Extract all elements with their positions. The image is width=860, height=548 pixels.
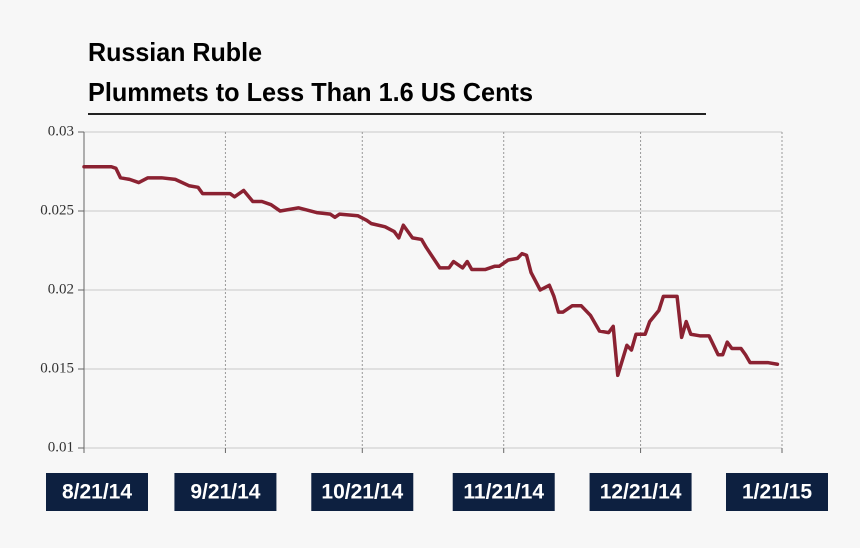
chart-title: Plummets to Less Than 1.6 US Cents (88, 77, 533, 107)
x-tick-label: 9/21/14 (190, 481, 260, 504)
data-line (82, 165, 780, 378)
x-tick-box (726, 473, 828, 511)
x-tick-box (452, 473, 555, 511)
x-tick-label: 10/21/14 (321, 481, 403, 504)
x-tick-label: 1/21/15 (742, 481, 812, 504)
y-tick-label: 0.025 (40, 202, 74, 218)
x-tick-label: 12/21/14 (600, 481, 682, 504)
y-tick-label: 0.015 (40, 360, 74, 376)
x-tick-label: 8/21/14 (62, 481, 132, 504)
chart-title: Russian Ruble (88, 37, 262, 67)
x-tick-label: 11/21/14 (463, 481, 544, 504)
x-tick-box (174, 473, 277, 511)
x-tick-box (589, 473, 692, 511)
y-tick-label: 0.01 (48, 439, 74, 455)
x-tick-box (46, 473, 148, 511)
y-tick-label: 0.03 (48, 123, 74, 139)
y-tick-label: 0.02 (48, 281, 74, 297)
x-tick-box (311, 473, 414, 511)
